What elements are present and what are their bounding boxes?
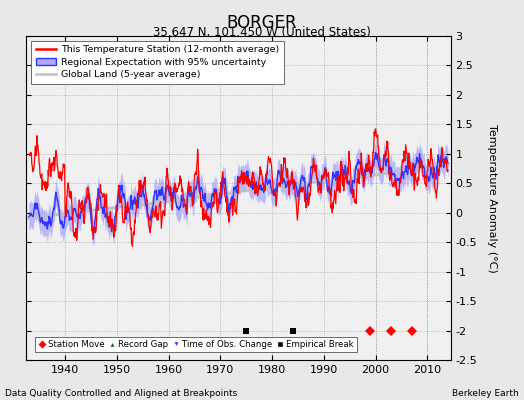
Y-axis label: Temperature Anomaly (°C): Temperature Anomaly (°C) xyxy=(487,124,497,272)
Text: BORGER: BORGER xyxy=(227,14,297,32)
Text: Berkeley Earth: Berkeley Earth xyxy=(452,389,519,398)
Text: Data Quality Controlled and Aligned at Breakpoints: Data Quality Controlled and Aligned at B… xyxy=(5,389,237,398)
Legend: Station Move, Record Gap, Time of Obs. Change, Empirical Break: Station Move, Record Gap, Time of Obs. C… xyxy=(35,336,357,352)
Text: 35.647 N, 101.450 W (United States): 35.647 N, 101.450 W (United States) xyxy=(153,26,371,39)
